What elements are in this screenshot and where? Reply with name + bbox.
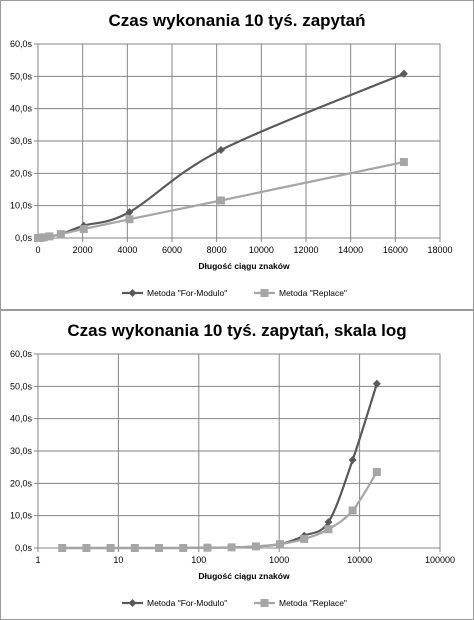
chart-log-x-axis-title: Długość ciągu znaków <box>198 571 290 581</box>
chart-linear-data-point-replace <box>79 224 88 233</box>
chart-log-data-point-replace <box>179 544 188 552</box>
chart-linear-x-tick-label: 18000 <box>427 245 452 255</box>
chart-log-legend: Metoda "For-Modulo" Metoda "Replace" <box>122 598 347 608</box>
chart-linear-x-tick-label: 2000 <box>73 245 93 255</box>
chart-log-data-point-for-modulo <box>372 379 381 388</box>
chart-log-data-point-for-modulo <box>324 518 333 527</box>
chart-log-data-point-replace <box>227 543 236 552</box>
chart-linear-x-tick-labels: 0 2000 4000 6000 8000 10000 12000 14000 16000 180… <box>35 245 452 255</box>
chart-linear-data-point-for-modulo <box>399 69 408 78</box>
chart-log-x-tick-label: 1000 <box>269 555 289 565</box>
legend-marker-for-modulo <box>128 599 137 607</box>
chart-log-data-point-replace <box>251 542 260 551</box>
chart-log-y-tick-labels: 0,0s 10,0s 20,0s 30,0s 40,0s 50,0s 60,0s <box>10 349 33 553</box>
chart-linear-data-point-replace <box>216 196 225 205</box>
legend-label-replace: Metoda "Replace" <box>279 288 347 298</box>
chart-linear-data-point-replace <box>125 215 134 224</box>
chart-log-data-point-replace <box>324 525 333 534</box>
chart-linear-title: Czas wykonania 10 tyś. zapytań <box>109 11 366 30</box>
chart-log-data-point-replace <box>203 543 212 552</box>
chart-linear-y-tick-label: 40,0s <box>10 104 33 114</box>
chart-linear-data-point-replace <box>45 232 54 241</box>
legend-marker-for-modulo <box>128 289 137 297</box>
chart-linear-y-tick-label: 10,0s <box>10 201 33 211</box>
chart-log-series <box>58 379 381 552</box>
chart-log-data-point-replace <box>155 544 164 552</box>
chart-linear-x-axis-title: Długość ciągu znaków <box>198 261 290 271</box>
chart-log-data-point-for-modulo <box>348 456 357 465</box>
chart-log-title: Czas wykonania 10 tyś. zapytań, skala lo… <box>67 321 406 340</box>
chart-log-data-point-replace <box>300 534 309 543</box>
chart-log-x-tick-label: 100000 <box>425 555 455 565</box>
chart-linear-y-tick-label: 50,0s <box>10 71 33 81</box>
chart-linear-panel: Czas wykonania 10 tyś. zapytań 0,0s 10,0s… <box>0 0 474 310</box>
chart-linear-data-point-for-modulo <box>125 208 134 217</box>
chart-linear-data-point-replace <box>56 230 65 239</box>
chart-log-y-tick-label: 20,0s <box>10 478 33 488</box>
chart-log-y-tick-label: 30,0s <box>10 446 33 456</box>
chart-linear-x-tick-label: 16000 <box>383 245 408 255</box>
chart-log-data-point-replace <box>82 544 91 552</box>
chart-log-y-tick-label: 0,0s <box>15 543 33 553</box>
chart-log-data-point-replace <box>106 544 115 552</box>
chart-log-x-tick-label: 10000 <box>347 555 372 565</box>
chart-log-data-point-replace <box>58 544 67 552</box>
chart-linear-data-point-for-modulo <box>216 146 225 155</box>
chart-log-x-tick-label: 1 <box>35 555 40 565</box>
chart-linear-y-tick-label: 60,0s <box>10 39 33 49</box>
chart-log-y-tick-label: 40,0s <box>10 414 33 424</box>
legend-label-replace: Metoda "Replace" <box>279 598 347 608</box>
chart-linear-x-tick-label: 6000 <box>162 245 182 255</box>
chart-linear-x-tick-label: 10000 <box>249 245 274 255</box>
chart-linear-y-tick-label: 0,0s <box>15 233 33 243</box>
chart-log-x-tick-label: 10 <box>113 555 123 565</box>
chart-linear-series <box>34 69 408 242</box>
legend-label-for-modulo: Metoda "For-Modulo" <box>147 288 227 298</box>
chart-linear-svg: Czas wykonania 10 tyś. zapytań 0,0s 10,0s… <box>0 0 474 310</box>
chart-linear-legend: Metoda "For-Modulo" Metoda "Replace" <box>122 288 347 298</box>
chart-linear-y-tick-labels: 0,0s 10,0s 20,0s 30,0s 40,0s 50,0s 60,0s <box>10 39 33 243</box>
chart-log-data-point-replace <box>276 540 285 549</box>
legend-label-for-modulo: Metoda "For-Modulo" <box>147 598 227 608</box>
chart-linear-frame <box>0 0 474 310</box>
chart-log-data-point-replace <box>130 544 139 552</box>
chart-linear-data-point-replace <box>399 158 408 167</box>
chart-linear-y-tick-label: 20,0s <box>10 168 33 178</box>
chart-linear-data-point-replace <box>39 233 48 242</box>
chart-log-panel: Czas wykonania 10 tyś. zapytań, skala lo… <box>0 310 474 620</box>
chart-linear-x-tick-label: 14000 <box>338 245 363 255</box>
chart-linear-x-tick-label: 4000 <box>117 245 137 255</box>
chart-log-x-tick-labels: 1 10 100 1000 10000 100000 <box>35 555 455 565</box>
chart-log-data-point-replace <box>372 468 381 477</box>
chart-linear-plot-area <box>37 43 441 239</box>
legend-marker-replace <box>260 599 269 607</box>
chart-linear-x-tick-label: 0 <box>35 245 40 255</box>
chart-log-y-tick-label: 60,0s <box>10 349 33 359</box>
legend-marker-replace <box>260 289 269 297</box>
chart-log-svg: Czas wykonania 10 tyś. zapytań, skala lo… <box>0 310 474 620</box>
chart-linear-x-tick-label: 8000 <box>207 245 227 255</box>
chart-linear-x-tick-label: 12000 <box>293 245 318 255</box>
chart-log-x-tick-label: 100 <box>191 555 206 565</box>
chart-linear-y-tick-label: 30,0s <box>10 136 33 146</box>
chart-log-data-point-replace <box>348 506 357 515</box>
chart-log-y-tick-label: 50,0s <box>10 381 33 391</box>
chart-log-y-tick-label: 10,0s <box>10 511 33 521</box>
